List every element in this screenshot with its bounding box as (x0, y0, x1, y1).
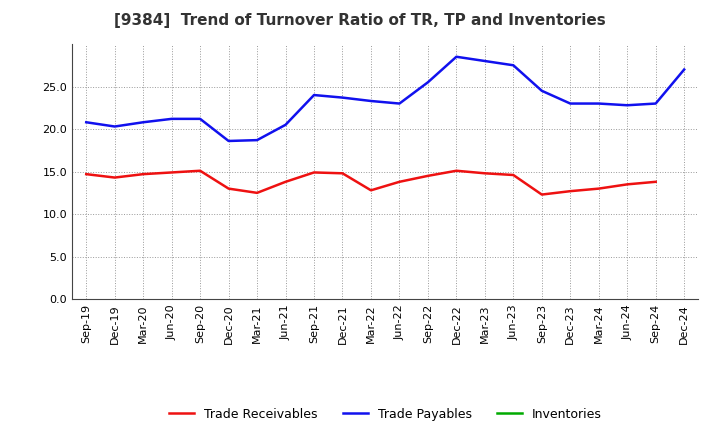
Text: [9384]  Trend of Turnover Ratio of TR, TP and Inventories: [9384] Trend of Turnover Ratio of TR, TP… (114, 13, 606, 28)
Legend: Trade Receivables, Trade Payables, Inventories: Trade Receivables, Trade Payables, Inven… (164, 403, 606, 425)
